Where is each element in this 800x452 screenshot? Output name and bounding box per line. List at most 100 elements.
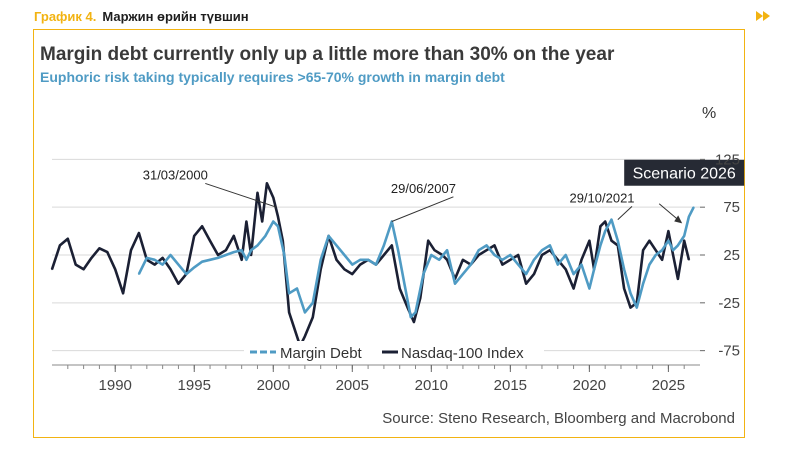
margin-debt-point	[446, 249, 448, 252]
margin-debt-point	[264, 235, 267, 237]
nasdaq-100-point	[599, 225, 602, 228]
nasdaq-100-point	[217, 254, 219, 256]
nasdaq-100-point	[288, 311, 290, 314]
x-tick-label: 1990	[99, 377, 132, 394]
nasdaq-100-point	[648, 239, 651, 242]
margin-debt-point	[375, 263, 377, 266]
nasdaq-100-point	[359, 263, 361, 266]
margin-debt-point	[588, 287, 591, 290]
scenario-box	[624, 159, 745, 186]
figure-number: График 4.	[34, 8, 97, 24]
x-tick-label: 1995	[178, 377, 211, 394]
nasdaq-100-point	[383, 254, 385, 256]
annotation-leader	[617, 206, 633, 220]
nasdaq-100-point	[427, 239, 429, 242]
nasdaq-100-point	[245, 220, 248, 223]
nasdaq-100-point	[525, 282, 527, 285]
margin-debt-point	[409, 316, 412, 318]
annotation-leader	[391, 196, 454, 222]
margin-debt-point	[193, 266, 196, 269]
margin-debt-point	[225, 254, 227, 256]
nasdaq-100-point	[572, 287, 575, 290]
nasdaq-100-point	[642, 249, 644, 252]
nasdaq-100-point	[477, 254, 480, 256]
nasdaq-100-point	[106, 251, 109, 253]
nasdaq-100-point	[654, 249, 657, 252]
margin-debt-point	[533, 258, 535, 261]
annotation-label: 31/03/2000	[143, 167, 208, 182]
nasdaq-100-point	[433, 249, 436, 252]
x-tick-label: 2000	[257, 377, 290, 394]
nasdaq-100-point	[588, 239, 591, 242]
nasdaq-100-point	[304, 335, 306, 338]
margin-debt-point	[617, 239, 619, 242]
nasdaq-100-point	[683, 239, 685, 242]
nasdaq-100-point	[201, 225, 203, 228]
margin-debt-point	[319, 258, 322, 261]
margin-debt-point	[493, 254, 496, 256]
margin-debt-point	[470, 263, 472, 266]
margin-debt-point	[477, 249, 480, 252]
margin-debt-point	[485, 244, 488, 247]
x-tick-label: 2005	[336, 377, 369, 394]
nasdaq-100-point	[391, 244, 393, 247]
margin-debt-point	[509, 254, 512, 256]
nasdaq-100-point	[485, 249, 488, 252]
legend: Margin Debt Nasdaq-100 Index	[244, 341, 544, 363]
nasdaq-100-point	[677, 278, 679, 280]
nasdaq-100-point	[261, 220, 264, 223]
nasdaq-100-point	[130, 249, 132, 252]
margin-debt-point	[648, 263, 651, 266]
nasdaq-100-point	[580, 258, 583, 261]
y-axis: -75 -25 25 75 125	[700, 151, 740, 360]
grid-layer	[52, 158, 700, 352]
y-tick-label: -25	[718, 295, 740, 312]
margin-debt-point	[359, 258, 361, 261]
nasdaq-100-point	[138, 232, 140, 234]
margin-debt-point	[185, 273, 188, 275]
nasdaq-100-point	[493, 244, 496, 247]
nasdaq-100-point	[98, 247, 101, 250]
margin-debt-point	[629, 292, 632, 295]
margin-debt-point	[438, 258, 441, 261]
legend-label-nasdaq: Nasdaq-100 Index	[401, 345, 524, 362]
nasdaq-100-point	[517, 254, 520, 256]
margin-debt-point	[454, 282, 456, 285]
margin-debt-point	[177, 263, 180, 266]
nasdaq-100-point	[193, 235, 196, 237]
nasdaq-100-point	[629, 306, 632, 309]
margin-debt-point	[677, 244, 679, 247]
nasdaq-100-point	[501, 263, 504, 266]
margin-debt-point	[146, 257, 148, 259]
nasdaq-100-point	[661, 258, 663, 261]
margin-debt-point	[201, 260, 203, 263]
margin-debt-point	[288, 292, 290, 295]
margin-debt-point	[217, 257, 219, 259]
margin-debt-line	[137, 206, 695, 319]
nasdaq-100-point	[51, 268, 53, 271]
nasdaq-100-point	[82, 268, 85, 271]
margin-debt-point	[367, 258, 369, 261]
nasdaq-100-point	[533, 273, 535, 275]
margin-debt-point	[692, 206, 695, 208]
nasdaq-100-point	[250, 254, 252, 256]
nasdaq-100-point	[398, 287, 401, 290]
margin-debt-point	[240, 249, 243, 252]
margin-debt-point	[642, 282, 644, 285]
margin-debt-point	[397, 249, 399, 252]
nasdaq-100-point	[225, 249, 227, 252]
nasdaq-100-point	[343, 268, 346, 271]
nasdaq-100-point	[67, 237, 69, 240]
nasdaq-100-point	[413, 321, 415, 323]
margin-debt-point	[327, 235, 330, 237]
margin-debt-point	[462, 273, 464, 275]
annotation-label: 29/06/2007	[391, 181, 456, 196]
margin-debt-point	[304, 311, 306, 314]
nasdaq-100-point	[311, 316, 314, 318]
nasdaq-100-point	[604, 220, 606, 223]
margin-debt-point	[667, 239, 670, 242]
source-note: Source: Steno Research, Bloomberg and Ma…	[382, 410, 735, 427]
nasdaq-100-point	[351, 273, 354, 275]
annotation-layer: 31/03/2000 29/06/2007 29/10/2021 Scenario 2…	[143, 159, 745, 224]
margin-debt-point	[277, 225, 279, 228]
